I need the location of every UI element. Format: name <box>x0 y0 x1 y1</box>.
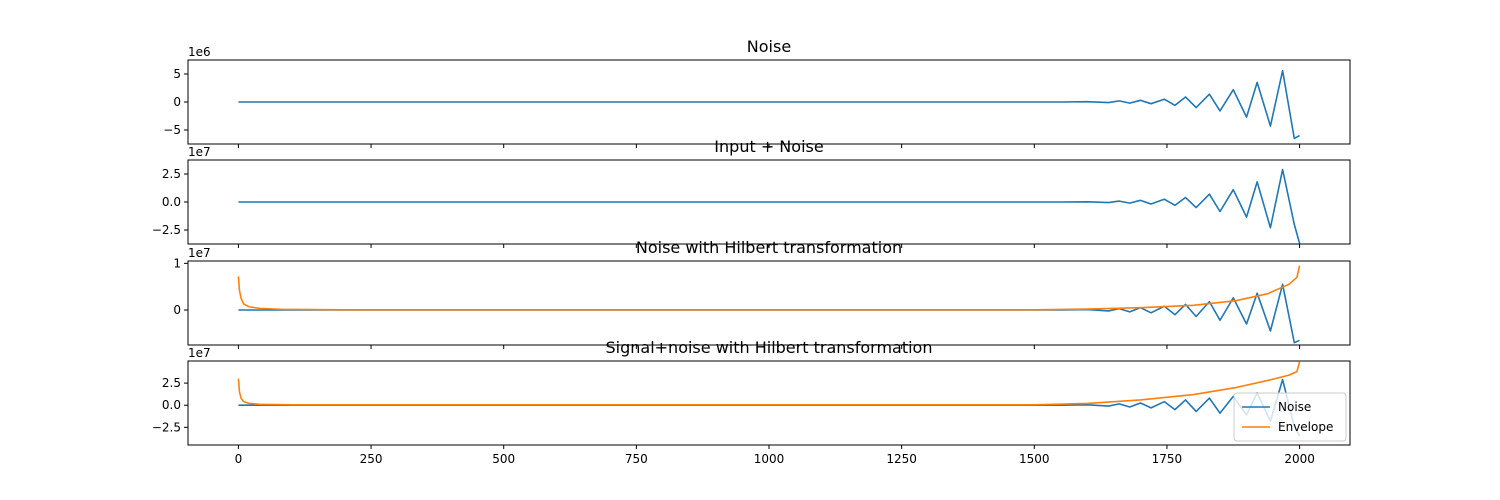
y-tick-label: 5 <box>173 67 181 81</box>
subplot-title: Noise <box>747 37 791 56</box>
x-tick-label: 1250 <box>886 452 917 466</box>
x-tick-label: 1000 <box>754 452 785 466</box>
subplot-2: 2.5 0.0 −2.5 1e7 Input + Noise <box>152 137 1351 248</box>
series-line-envelope <box>237 361 1301 406</box>
y-tick-label: 0.0 <box>162 195 181 209</box>
x-tick-label: 750 <box>625 452 648 466</box>
y-offset-label: 1e7 <box>188 246 211 260</box>
y-offset-label: 1e7 <box>188 346 211 360</box>
subplot-title: Noise with Hilbert transformation <box>636 238 902 257</box>
series-line-noise <box>238 69 1300 140</box>
x-tick-label: 2000 <box>1284 452 1315 466</box>
legend-label: Envelope <box>1278 420 1333 434</box>
y-tick-label: −2.5 <box>152 420 181 434</box>
y-tick-label: 2.5 <box>162 376 181 390</box>
x-tick-label: 0 <box>235 452 243 466</box>
y-tick-label: 2.5 <box>162 167 181 181</box>
series-line-envelope <box>237 265 1301 311</box>
subplot-title: Input + Noise <box>714 137 823 156</box>
subplot-1: 5 0 −5 1e6 Noise <box>163 37 1351 148</box>
x-tick-label: 1750 <box>1152 452 1183 466</box>
series-line-input_noise <box>238 168 1301 244</box>
y-tick-label: −2.5 <box>152 223 181 237</box>
series-line-noise <box>238 283 1300 344</box>
legend: Noise Envelope <box>1233 392 1347 442</box>
x-tick-label: 250 <box>360 452 383 466</box>
series-group <box>237 265 1301 344</box>
y-offset-label: 1e7 <box>188 145 211 159</box>
y-tick-label: 0 <box>173 95 181 109</box>
x-tick-label: 500 <box>492 452 515 466</box>
subplot-title: Signal+noise with Hilbert transformation <box>606 338 933 357</box>
x-tick-label: 1500 <box>1019 452 1050 466</box>
y-tick-label: 0.0 <box>162 398 181 412</box>
y-tick-label: 1 <box>173 256 181 270</box>
subplot-3: 1 0 1e7 Noise with Hilbert transformation <box>173 238 1351 349</box>
y-offset-label: 1e6 <box>188 45 211 59</box>
legend-box <box>1233 392 1347 442</box>
subplot-4: 0 250 500 750 1000 1250 1500 1750 2000 2.5 0.0 −2.5… <box>152 338 1351 466</box>
series-group <box>238 69 1300 140</box>
series-group <box>238 168 1301 244</box>
legend-label: Noise <box>1278 400 1311 414</box>
y-tick-label: 0 <box>173 303 181 317</box>
y-tick-label: −5 <box>163 123 181 137</box>
